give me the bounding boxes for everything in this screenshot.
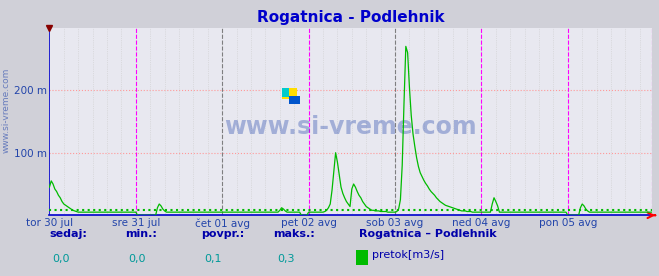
Text: sedaj:: sedaj: (49, 229, 87, 239)
Text: www.si-vreme.com: www.si-vreme.com (2, 68, 11, 153)
Text: min.:: min.: (125, 229, 157, 239)
Text: 0,1: 0,1 (204, 254, 222, 264)
Text: 0,0: 0,0 (53, 254, 71, 264)
Text: maks.:: maks.: (273, 229, 315, 239)
Bar (281, 88, 297, 99)
Text: 0,0: 0,0 (129, 254, 146, 264)
Text: 0,3: 0,3 (277, 254, 295, 264)
Bar (281, 88, 289, 97)
Bar (289, 96, 301, 104)
Title: Rogatnica - Podlehnik: Rogatnica - Podlehnik (257, 10, 445, 25)
Text: povpr.:: povpr.: (201, 229, 244, 239)
Text: pretok[m3/s]: pretok[m3/s] (372, 250, 444, 260)
Text: Rogatnica – Podlehnik: Rogatnica – Podlehnik (359, 229, 497, 239)
Text: www.si-vreme.com: www.si-vreme.com (225, 115, 477, 139)
